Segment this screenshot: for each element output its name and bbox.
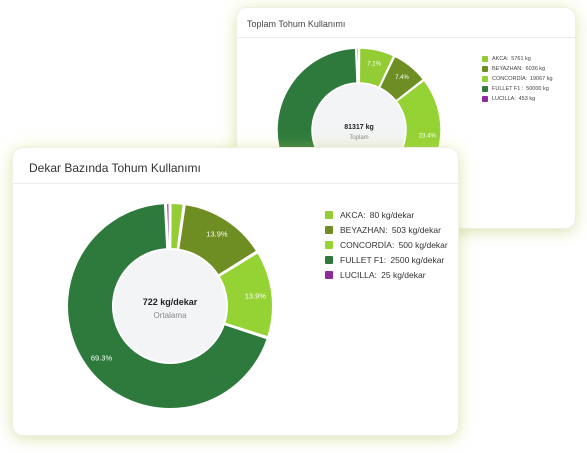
- legend-value: 25 kg/dekar: [381, 269, 426, 280]
- card-divider: [237, 37, 575, 38]
- legend-label: CONCORDİA: 500 kg/dekar: [340, 240, 448, 250]
- legend-name: AKCA: [340, 209, 364, 220]
- per-decare-donut-chart: 13.9% 13.9% 69.3% 722 kg/dekar Ortalama: [66, 201, 274, 410]
- card-divider: [13, 183, 458, 184]
- legend-item[interactable]: CONCORDİA: 500 kg/dekar: [325, 237, 448, 252]
- legend-name: CONCORDİA: [340, 239, 392, 250]
- legend-separator: :: [521, 66, 523, 72]
- donut-slice-beyazhan[interactable]: [177, 202, 259, 278]
- legend-item[interactable]: FULLET F1: 2500 kg/dekar: [325, 252, 448, 267]
- legend-swatch: [482, 56, 488, 62]
- legend-label: CONCORDİA: 19067 kg: [492, 76, 553, 82]
- legend-name: BEYAZHAN: [340, 224, 386, 235]
- legend-separator: :: [391, 239, 395, 250]
- legend-name: LUCILLA: [492, 96, 515, 102]
- center-value: 81317 kg: [344, 124, 374, 131]
- legend-name: BEYAZHAN: [492, 66, 522, 72]
- legend-label: LUCILLA: 453 kg: [492, 96, 535, 102]
- slice-percent-label: 7.1%: [367, 61, 381, 67]
- slice-percent-label: 13.9%: [245, 291, 267, 300]
- legend-value: 500 kg/dekar: [398, 239, 448, 250]
- legend-swatch: [482, 66, 488, 72]
- per-decare-seed-usage-card: Dekar Bazında Tohum Kullanımı 13.9% 13.9%…: [13, 148, 458, 435]
- center-label: Ortalama: [154, 311, 187, 320]
- legend-swatch: [482, 86, 488, 92]
- legend-name: AKCA: [492, 56, 507, 62]
- legend-label: FULLET F1 :50000 kg: [492, 86, 549, 92]
- legend-label: BEYAZHAN: 6036 kg: [492, 66, 545, 72]
- donut-slice-akca[interactable]: [358, 47, 395, 89]
- legend-separator: :: [520, 86, 524, 92]
- legend-swatch: [482, 96, 488, 102]
- legend-item[interactable]: FULLET F1 :50000 kg: [482, 84, 553, 94]
- legend-label: BEYAZHAN: 503 kg/dekar: [340, 225, 441, 235]
- donut-slice-lucilla[interactable]: [355, 47, 360, 84]
- legend-separator: :: [385, 224, 388, 235]
- legend-swatch: [325, 210, 333, 219]
- legend-name: FULLET F1: [492, 86, 521, 92]
- card-title: Dekar Bazında Tohum Kullanımı: [29, 161, 201, 175]
- slice-percent-label: 7.4%: [395, 75, 409, 81]
- slice-percent-label: 13.9%: [206, 230, 228, 239]
- donut-slice-fullet-f1[interactable]: [66, 202, 269, 410]
- legend-item[interactable]: CONCORDİA: 19067 kg: [482, 74, 553, 84]
- legend-value: 503 kg/dekar: [391, 224, 441, 235]
- legend-swatch: [325, 270, 333, 279]
- legend-item[interactable]: LUCILLA: 453 kg: [482, 94, 553, 104]
- legend-separator: :: [363, 209, 366, 220]
- legend-value: 5761 kg: [511, 56, 531, 62]
- legend-name: FULLET F1: [340, 254, 384, 265]
- legend-item[interactable]: AKCA: 80 kg/dekar: [325, 207, 448, 222]
- per-decare-legend: AKCA: 80 kg/dekar BEYAZHAN: 503 kg/dekar CON…: [325, 207, 448, 282]
- legend-item[interactable]: AKCA: 5761 kg: [482, 54, 553, 64]
- donut-center: [114, 250, 226, 362]
- legend-item[interactable]: BEYAZHAN: 6036 kg: [482, 64, 553, 74]
- legend-label: LUCILLA: 25 kg/dekar: [340, 270, 426, 280]
- legend-separator: :: [514, 96, 516, 102]
- legend-label: AKCA: 5761 kg: [492, 56, 531, 62]
- donut-slice-beyazhan[interactable]: [378, 55, 425, 103]
- center-value: 722 kg/dekar: [143, 297, 198, 307]
- total-usage-legend: AKCA: 5761 kg BEYAZHAN: 6036 kg CONCORDİA: 19…: [482, 54, 553, 104]
- legend-value: 19067 kg: [529, 76, 553, 82]
- legend-label: AKCA: 80 kg/dekar: [340, 210, 414, 220]
- legend-label: FULLET F1: 2500 kg/dekar: [340, 255, 444, 265]
- legend-value: 453 kg: [518, 96, 536, 102]
- legend-swatch: [482, 76, 488, 82]
- legend-value: 6036 kg: [525, 66, 546, 72]
- donut-slice-concordi-a[interactable]: [217, 250, 274, 339]
- legend-separator: :: [525, 76, 528, 82]
- legend-item[interactable]: BEYAZHAN: 503 kg/dekar: [325, 222, 448, 237]
- slice-percent-label: 69.3%: [91, 354, 113, 363]
- slice-percent-label: 23.4%: [419, 133, 437, 139]
- legend-value: 50000 kg: [526, 86, 549, 92]
- legend-swatch: [325, 255, 333, 264]
- legend-item[interactable]: LUCILLA: 25 kg/dekar: [325, 267, 448, 282]
- legend-swatch: [325, 225, 333, 234]
- card-title: Toplam Tohum Kullanımı: [247, 19, 346, 29]
- legend-name: LUCILLA: [340, 269, 375, 280]
- legend-separator: :: [506, 56, 509, 62]
- legend-separator: :: [383, 254, 387, 265]
- legend-swatch: [325, 240, 333, 249]
- center-label: Toplam: [349, 135, 368, 141]
- legend-value: 2500 kg/dekar: [390, 254, 445, 265]
- legend-name: CONCORDİA: [492, 76, 526, 82]
- donut-slice-lucilla[interactable]: [165, 201, 171, 251]
- legend-value: 80 kg/dekar: [369, 209, 415, 220]
- legend-separator: :: [374, 269, 377, 280]
